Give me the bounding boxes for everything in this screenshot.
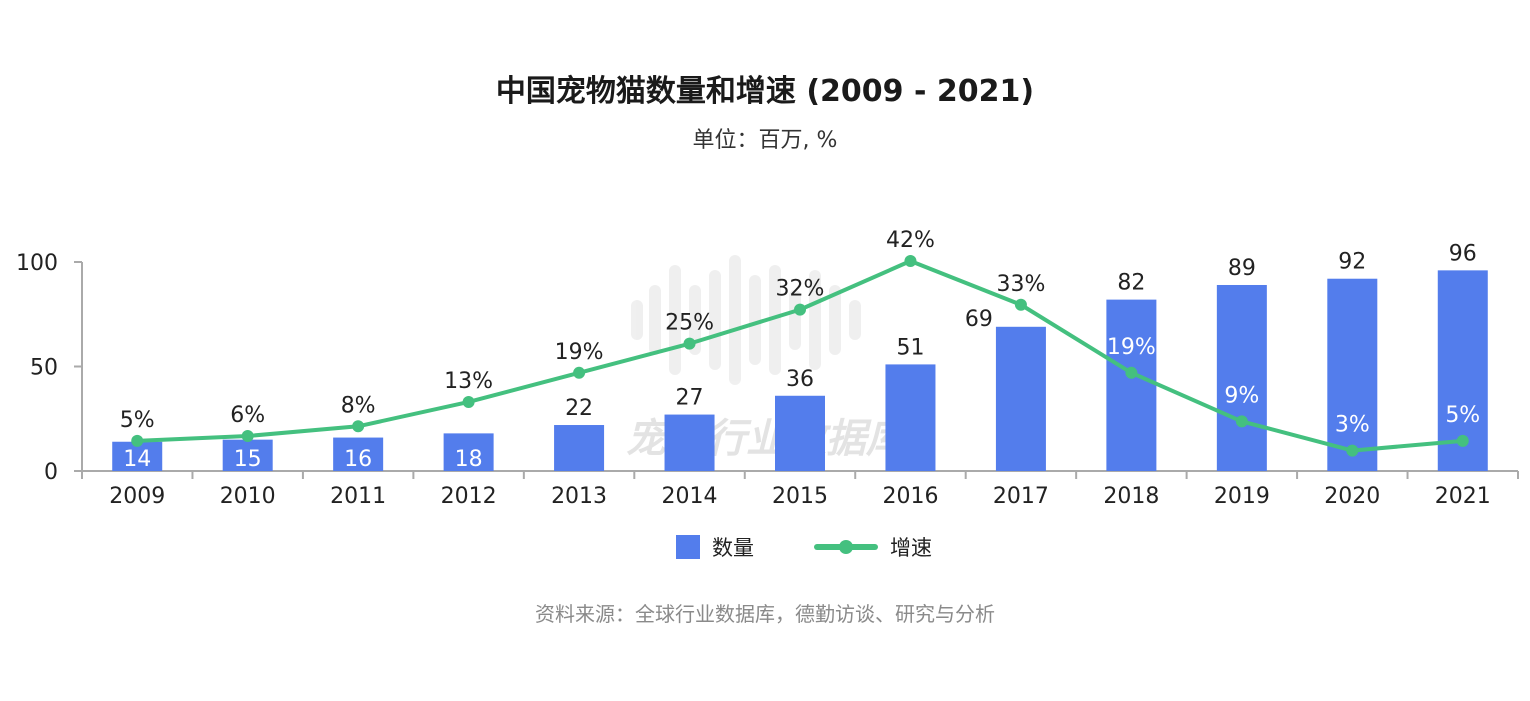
legend-bar-label: 数量 xyxy=(712,536,754,560)
watermark-bar xyxy=(749,275,761,365)
legend: 数量 增速 xyxy=(676,532,932,562)
x-tick-label: 2013 xyxy=(551,484,607,509)
bar-value-label: 16 xyxy=(344,447,372,472)
x-tick-label: 2017 xyxy=(993,484,1049,509)
legend-line-swatch xyxy=(814,540,878,554)
bar xyxy=(554,425,605,471)
x-tick-label: 2010 xyxy=(220,484,276,509)
growth-point xyxy=(683,337,696,350)
growth-value-label: 9% xyxy=(1224,383,1259,408)
growth-point xyxy=(573,366,586,379)
growth-value-label: 3% xyxy=(1335,413,1370,438)
x-tick-label: 2021 xyxy=(1435,484,1491,509)
growth-value-label: 5% xyxy=(120,408,155,433)
growth-value-label: 25% xyxy=(665,311,714,336)
source-note: 资料来源：全球行业数据库，德勤访谈、研究与分析 xyxy=(535,602,995,626)
legend-line-label: 增速 xyxy=(890,536,932,560)
bar-value-label: 22 xyxy=(565,396,593,421)
legend-bar-swatch xyxy=(676,535,700,559)
x-tick-label: 2009 xyxy=(109,484,165,509)
watermark-bar xyxy=(849,300,861,340)
watermark-bar xyxy=(729,255,741,385)
watermark-bar xyxy=(689,285,701,355)
bar-value-label: 89 xyxy=(1228,256,1256,281)
bar xyxy=(1106,299,1157,471)
bar-value-label: 51 xyxy=(896,335,924,360)
y-tick-label: 50 xyxy=(30,356,58,381)
y-tick-label: 0 xyxy=(44,460,58,485)
bar xyxy=(1327,278,1378,471)
growth-point xyxy=(352,420,365,433)
bar xyxy=(443,433,494,471)
watermark xyxy=(631,255,861,385)
watermark-bar xyxy=(631,300,643,340)
growth-value-label: 42% xyxy=(886,228,935,253)
bar-value-label: 36 xyxy=(786,367,814,392)
x-tick-label: 2018 xyxy=(1103,484,1159,509)
bar-value-label: 18 xyxy=(455,447,483,472)
growth-point xyxy=(1235,415,1248,428)
growth-point xyxy=(1346,444,1359,457)
growth-value-label: 19% xyxy=(555,340,604,365)
x-tick-label: 2016 xyxy=(882,484,938,509)
growth-point xyxy=(241,430,254,442)
x-tick-label: 2012 xyxy=(441,484,497,509)
growth-point xyxy=(1014,298,1027,311)
growth-point xyxy=(794,303,806,316)
bar-value-label: 27 xyxy=(676,386,704,411)
y-tick-label: 100 xyxy=(16,251,58,276)
watermark-bar xyxy=(829,285,841,355)
bar-value-label: 82 xyxy=(1117,271,1145,296)
chart-title: 中国宠物猫数量和增速 (2009 - 2021) xyxy=(495,74,1035,109)
bar-value-label: 69 xyxy=(965,307,993,332)
bar-value-label: 92 xyxy=(1338,250,1366,275)
x-tick-label: 2014 xyxy=(662,484,718,509)
growth-value-label: 33% xyxy=(996,272,1045,297)
watermark-bar xyxy=(709,270,721,370)
bar xyxy=(333,437,384,471)
growth-point xyxy=(131,434,144,447)
growth-value-label: 19% xyxy=(1107,335,1156,360)
growth-point xyxy=(462,395,475,408)
growth-point xyxy=(1125,366,1138,379)
growth-value-label: 6% xyxy=(230,403,265,428)
watermark-bar xyxy=(809,270,821,370)
bar xyxy=(995,326,1046,471)
watermark-bar xyxy=(769,265,781,375)
bar xyxy=(664,414,715,471)
x-tick-label: 2011 xyxy=(330,484,386,509)
bar-value-label: 15 xyxy=(234,447,262,472)
x-tick-label: 2015 xyxy=(772,484,828,509)
growth-point xyxy=(1456,434,1469,447)
x-tick-label: 2019 xyxy=(1214,484,1270,509)
bar xyxy=(775,395,825,471)
chart-subtitle: 单位：百万, % xyxy=(692,128,838,153)
bar xyxy=(885,364,936,471)
bar-value-label: 96 xyxy=(1449,241,1477,266)
growth-value-label: 5% xyxy=(1445,403,1480,428)
watermark-bar xyxy=(649,285,661,355)
growth-value-label: 13% xyxy=(444,369,493,394)
growth-value-label: 32% xyxy=(776,277,825,302)
x-tick-label: 2020 xyxy=(1324,484,1380,509)
bar-value-label: 14 xyxy=(123,447,151,472)
bar xyxy=(222,439,273,471)
growth-value-label: 8% xyxy=(341,393,376,418)
bar xyxy=(1216,284,1267,471)
growth-point xyxy=(904,255,917,267)
